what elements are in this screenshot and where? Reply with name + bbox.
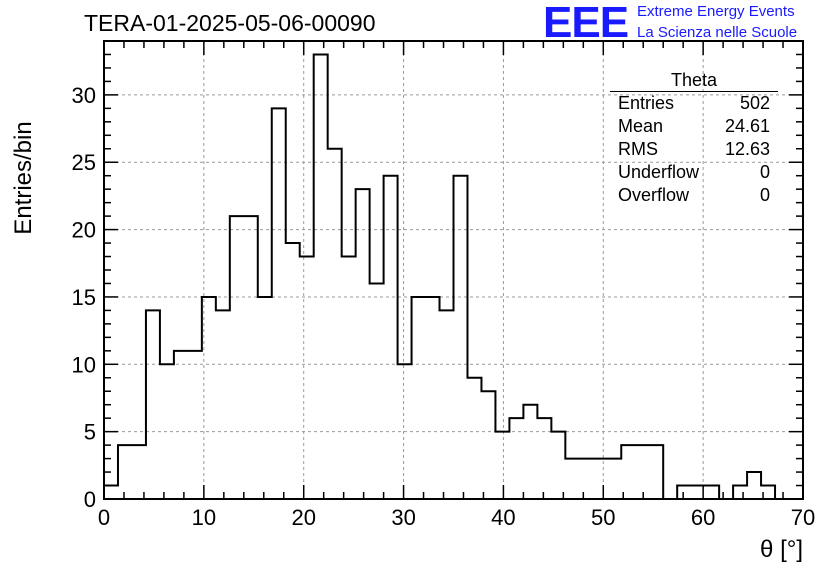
run-title: TERA-01-2025-05-06-00090 — [84, 10, 376, 36]
stats-row-overflow: Overflow 0 — [610, 184, 778, 207]
logo-subtitle-1: Extreme Energy Events — [637, 3, 795, 20]
stats-label: Underflow — [618, 162, 700, 182]
x-tick-label: 10 — [192, 505, 216, 530]
y-tick-label: 15 — [72, 285, 96, 310]
stats-row-underflow: Underflow 0 — [610, 161, 778, 184]
logo-subtitle-2: La Scienza nelle Scuole — [637, 24, 798, 41]
y-tick-label: 30 — [72, 83, 96, 108]
x-tick-labels: 0 10 20 30 40 50 60 70 — [98, 505, 815, 530]
x-axis-label: θ [°] — [760, 536, 803, 563]
y-tick-label: 10 — [72, 352, 96, 377]
y-axis-label: Entries/bin — [10, 121, 37, 234]
x-tick-label: 30 — [391, 505, 415, 530]
y-tick-label: 20 — [72, 218, 96, 243]
y-tick-label: 5 — [84, 420, 96, 445]
stats-row-mean: Mean 24.61 — [610, 115, 778, 138]
stats-label: RMS — [618, 139, 658, 159]
x-tick-label: 40 — [491, 505, 515, 530]
stats-label: Entries — [618, 93, 675, 113]
y-tick-labels: 0 5 10 15 20 25 30 — [72, 83, 96, 512]
x-tick-label: 0 — [98, 505, 110, 530]
x-tick-label: 70 — [791, 505, 815, 530]
stats-box: Theta Entries 502 Mean 24.61 RMS 12.63 U… — [610, 70, 778, 207]
histogram-series — [103, 53, 803, 500]
eee-logo: EEE — [543, 0, 629, 47]
axis-ticks — [103, 40, 804, 500]
stats-value: 12.63 — [724, 139, 770, 159]
stats-label: Overflow — [618, 185, 690, 205]
stats-value: 0 — [759, 162, 770, 182]
stats-value: 0 — [759, 185, 770, 205]
y-tick-label: 0 — [84, 487, 96, 512]
stats-row-entries: Entries 502 — [610, 92, 778, 115]
x-tick-label: 20 — [291, 505, 315, 530]
stats-value: 502 — [739, 93, 770, 113]
stats-label: Mean — [618, 116, 664, 136]
x-tick-label: 60 — [691, 505, 715, 530]
y-tick-label: 25 — [72, 150, 96, 175]
x-tick-label: 50 — [591, 505, 615, 530]
stats-row-rms: RMS 12.63 — [610, 138, 778, 161]
stats-value: 24.61 — [724, 116, 770, 136]
stats-title: Theta — [610, 70, 778, 92]
